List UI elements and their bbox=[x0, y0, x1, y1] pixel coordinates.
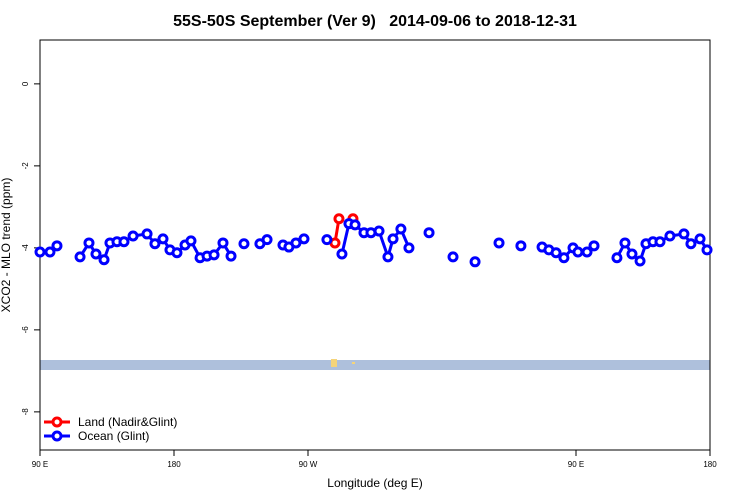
point bbox=[336, 248, 348, 260]
y-tick-label: -8 bbox=[21, 408, 30, 416]
point bbox=[654, 236, 666, 248]
y-tick-label: -6 bbox=[21, 326, 30, 334]
legend-label: Ocean (Glint) bbox=[78, 429, 149, 443]
point bbox=[51, 240, 63, 252]
point bbox=[118, 236, 130, 248]
point bbox=[373, 225, 385, 237]
point bbox=[685, 238, 697, 250]
point bbox=[90, 248, 102, 260]
legend-marker bbox=[51, 430, 63, 442]
point bbox=[157, 233, 169, 245]
point bbox=[217, 237, 229, 249]
y-tick-label: 0 bbox=[21, 81, 30, 86]
point bbox=[208, 249, 220, 261]
point bbox=[611, 252, 623, 264]
point bbox=[447, 251, 459, 263]
point bbox=[225, 250, 237, 262]
point bbox=[550, 247, 562, 259]
point bbox=[626, 248, 638, 260]
point bbox=[98, 254, 110, 266]
land-strip bbox=[352, 362, 355, 364]
point bbox=[469, 256, 481, 268]
point bbox=[141, 228, 153, 240]
point bbox=[290, 237, 302, 249]
point bbox=[634, 255, 646, 267]
point bbox=[298, 233, 310, 245]
point bbox=[493, 237, 505, 249]
x-axis-label: Longitude (deg E) bbox=[327, 476, 422, 490]
point bbox=[321, 234, 333, 246]
x-tick-label: 180 bbox=[703, 460, 717, 469]
point bbox=[349, 219, 361, 231]
point bbox=[558, 252, 570, 264]
x-tick-label: 90 E bbox=[32, 460, 48, 469]
point bbox=[423, 227, 435, 239]
point bbox=[588, 240, 600, 252]
x-tick-label: 180 bbox=[167, 460, 181, 469]
point bbox=[238, 238, 250, 250]
point bbox=[44, 246, 56, 258]
point bbox=[515, 240, 527, 252]
legend-marker bbox=[51, 416, 63, 428]
point bbox=[261, 234, 273, 246]
point bbox=[127, 230, 139, 242]
x-tick-label: 90 E bbox=[568, 460, 584, 469]
point bbox=[387, 233, 399, 245]
point bbox=[83, 237, 95, 249]
point bbox=[382, 251, 394, 263]
legend-label: Land (Nadir&Glint) bbox=[78, 415, 177, 429]
point bbox=[74, 251, 86, 263]
point bbox=[664, 230, 676, 242]
y-axis-label: XCO2 - MLO trend (ppm) bbox=[0, 178, 13, 313]
point bbox=[395, 223, 407, 235]
point bbox=[171, 247, 183, 259]
point bbox=[694, 233, 706, 245]
chart-title: 55S-50S September (Ver 9) 2014-09-06 to … bbox=[173, 13, 577, 30]
point bbox=[572, 246, 584, 258]
plot-frame bbox=[39, 39, 711, 451]
point bbox=[185, 235, 197, 247]
point bbox=[581, 246, 593, 258]
point bbox=[678, 228, 690, 240]
point bbox=[149, 238, 161, 250]
point bbox=[701, 244, 713, 256]
point bbox=[34, 246, 46, 258]
land-strip bbox=[331, 359, 337, 367]
point bbox=[333, 213, 345, 225]
surface-band bbox=[40, 360, 710, 370]
point bbox=[403, 242, 415, 254]
y-tick-label: -2 bbox=[21, 162, 30, 170]
point bbox=[619, 237, 631, 249]
x-tick-label: 90 W bbox=[299, 460, 318, 469]
y-tick-label: -4 bbox=[21, 244, 30, 252]
